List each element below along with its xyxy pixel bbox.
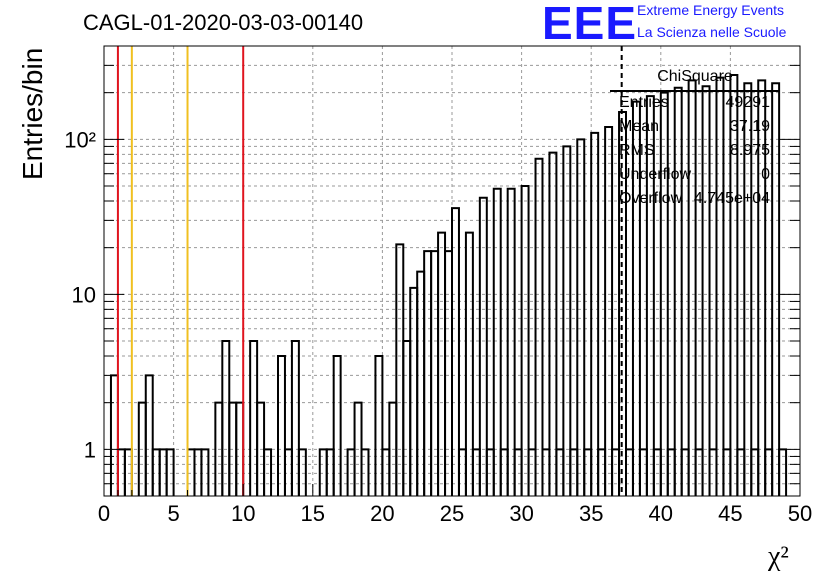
histogram-bin xyxy=(332,355,342,496)
histogram-bin xyxy=(277,355,286,496)
histogram-bin xyxy=(416,270,426,496)
histogram-bin xyxy=(687,79,697,496)
histogram-bin xyxy=(263,448,273,496)
histogram-bin xyxy=(757,79,767,496)
y-tick-labels: 1 10 10² xyxy=(64,127,96,462)
histogram-bin xyxy=(360,448,370,496)
stats-label: Overflow xyxy=(619,190,683,207)
histogram-bin xyxy=(464,231,474,496)
histogram-bin xyxy=(430,250,440,496)
histogram-bin xyxy=(534,157,544,496)
stats-row-entries: Entries 49291 xyxy=(619,94,770,112)
histogram-bin xyxy=(771,82,781,496)
stats-value: 0 xyxy=(761,166,770,183)
x-tick-labels: 0 5 10 15 20 25 30 35 40 45 50 xyxy=(98,501,812,526)
stats-label: Mean xyxy=(619,118,660,135)
x-tick-label: 40 xyxy=(649,501,673,526)
histogram-bin xyxy=(297,448,307,496)
histogram-bin xyxy=(715,76,725,496)
histogram-bin xyxy=(729,73,739,496)
x-tick-label: 15 xyxy=(301,501,325,526)
histogram-bin xyxy=(604,126,614,496)
histogram-bin xyxy=(200,448,210,496)
histogram-bin xyxy=(478,196,488,496)
cut-lines xyxy=(116,46,623,496)
histogram-bin xyxy=(221,339,231,496)
stats-name: ChiSquare xyxy=(657,68,733,85)
histogram-bin xyxy=(520,184,530,496)
x-axis-label: χ² xyxy=(767,541,789,572)
histogram-bin xyxy=(645,95,655,496)
y-axis-label: Entries/bin xyxy=(17,48,48,180)
stats-value: 37.19 xyxy=(729,118,770,135)
histogram-bin xyxy=(109,374,119,496)
stats-label: Entries xyxy=(619,94,669,111)
x-tick-label: 35 xyxy=(579,501,603,526)
logo-line-2: La Scienza nelle Scuole xyxy=(637,24,787,40)
stats-label: RMS xyxy=(619,142,655,159)
histogram-bin xyxy=(659,91,669,496)
y-tick-label: 10² xyxy=(64,127,96,152)
histogram-bin xyxy=(451,207,460,496)
histogram-bin xyxy=(444,250,453,496)
logo-line-1: Extreme Energy Events xyxy=(637,2,785,18)
histogram-bin xyxy=(548,151,558,496)
x-tick-label: 10 xyxy=(231,501,255,526)
stats-value: 8.975 xyxy=(729,142,770,159)
histogram-bin xyxy=(576,138,586,496)
histogram-bin xyxy=(374,355,384,496)
histogram-bin xyxy=(631,100,641,496)
eee-logo: EEE xyxy=(542,0,638,49)
histogram-bin xyxy=(165,448,175,496)
stats-row-rms: RMS 8.975 xyxy=(619,142,770,160)
histogram-bin xyxy=(590,131,600,496)
x-tick-label: 50 xyxy=(788,501,812,526)
histogram-bin xyxy=(249,339,259,496)
x-tick-label: 25 xyxy=(440,501,464,526)
histogram-bin xyxy=(144,374,154,496)
histogram-bin xyxy=(673,86,683,496)
histogram-bin xyxy=(743,82,753,496)
x-tick-label: 30 xyxy=(509,501,533,526)
stats-label: Underflow xyxy=(619,166,692,183)
histogram-bin xyxy=(423,250,433,496)
stats-row-overflow: Overflow 4.745e+04 xyxy=(619,190,770,208)
histogram-bars xyxy=(109,73,788,496)
y-tick-label: 10 xyxy=(72,282,96,307)
x-tick-label: 45 xyxy=(718,501,742,526)
stats-divider xyxy=(610,90,780,92)
histogram-bin xyxy=(562,145,572,496)
axis-ticks xyxy=(103,64,801,496)
stats-value: 49291 xyxy=(725,94,771,111)
histogram-bin xyxy=(402,339,412,496)
histogram-bin xyxy=(395,243,405,496)
chart-title: CAGL-01-2020-03-03-00140 xyxy=(83,10,364,35)
x-tick-label: 0 xyxy=(98,501,110,526)
stats-row-underflow: Underflow 0 xyxy=(619,166,770,184)
histogram-bin xyxy=(492,187,502,496)
stats-row-mean: Mean 37.19 xyxy=(619,118,770,136)
stats-value: 4.745e+04 xyxy=(693,190,770,207)
stats-box: ChiSquare Entries 49291 Mean 37.19 RMS 8.97… xyxy=(610,66,780,208)
x-tick-label: 20 xyxy=(370,501,394,526)
histogram-bin xyxy=(290,339,300,496)
histogram-bin xyxy=(701,85,711,496)
y-tick-label: 1 xyxy=(84,437,96,462)
x-tick-label: 5 xyxy=(167,501,179,526)
histogram-bin xyxy=(506,187,516,496)
